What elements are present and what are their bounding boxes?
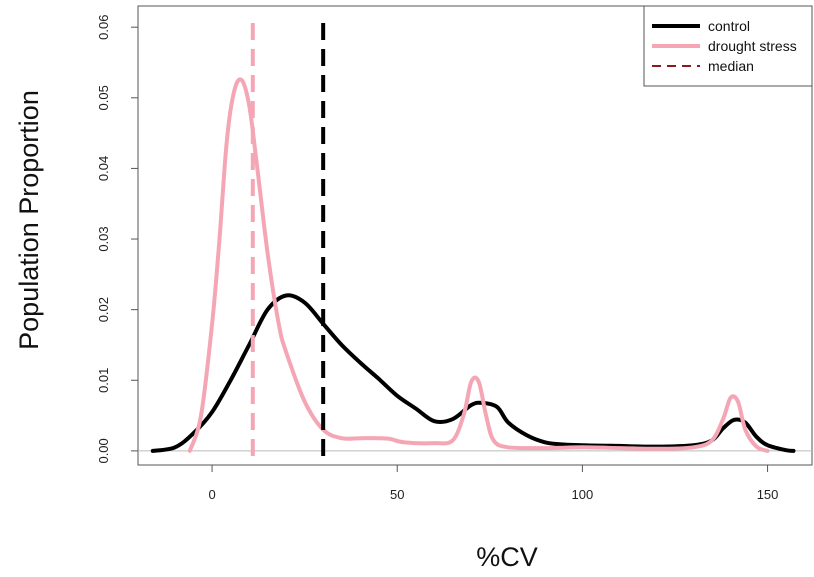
x-axis-title: %CV [476, 542, 538, 572]
median-layer [250, 22, 326, 465]
x-axis: 0 50 100 150 [208, 464, 779, 502]
y-tick-label: 0.06 [96, 15, 111, 40]
y-tick-label: 0.01 [96, 368, 111, 393]
y-tick-label: 0.00 [96, 438, 111, 463]
x-tick-label: 50 [390, 487, 404, 502]
series-line-control [150, 293, 796, 453]
y-tick-label: 0.05 [96, 85, 111, 110]
y-axis: 0.00 0.01 0.02 0.03 0.04 0.05 0.06 [96, 15, 138, 464]
legend-label: drought stress [708, 38, 797, 54]
y-tick-label: 0.02 [96, 297, 111, 322]
x-tick-label: 100 [572, 487, 594, 502]
y-tick-label: 0.04 [96, 156, 111, 181]
y-tick-label: 0.03 [96, 226, 111, 251]
legend-label: median [708, 58, 754, 74]
series-line-drought-stress [187, 77, 770, 453]
legend: control drought stress median [643, 5, 813, 87]
legend-label: control [708, 18, 750, 34]
y-axis-title: Population Proportion [14, 90, 44, 350]
series-layer [150, 77, 796, 453]
x-tick-label: 0 [208, 487, 215, 502]
x-tick-label: 150 [757, 487, 779, 502]
